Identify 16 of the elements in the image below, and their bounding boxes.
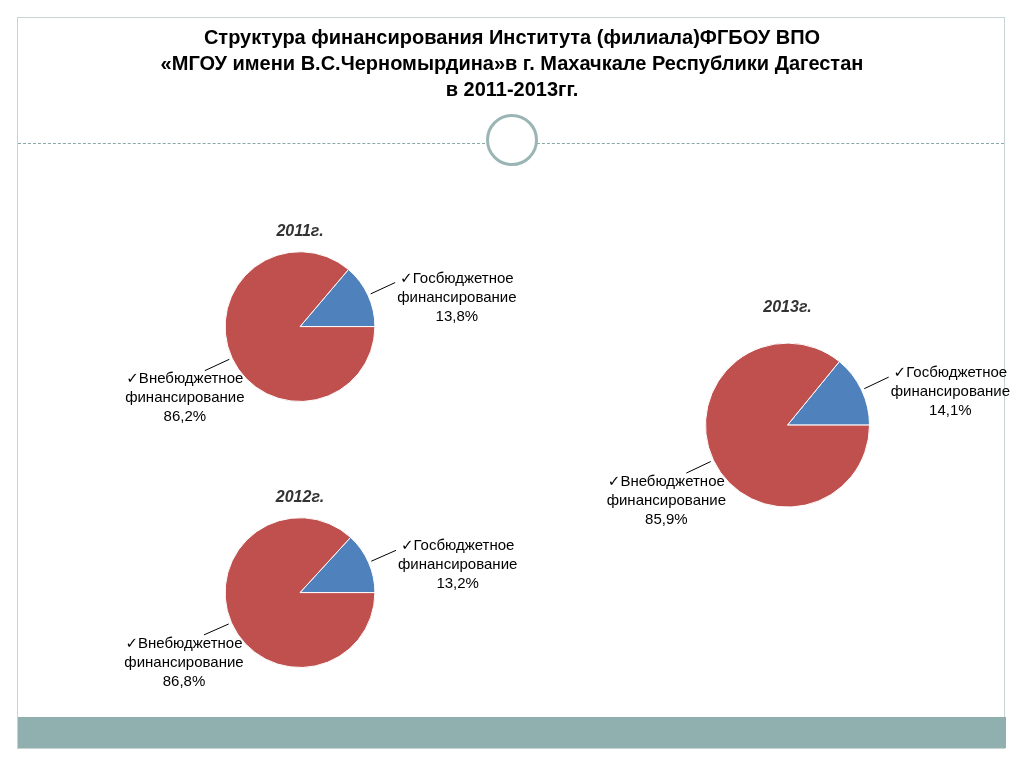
text: Структура финансирования Института (филиала)ФГБОУ ВПО «МГОУ имени В.С.Черномырдина»в г. Махачкале Республики Дагестан в 2011-2013гг. (159, 25, 865, 102)
data-label: 13,8% (435, 306, 479, 324)
data-label: 86,2% (163, 407, 207, 425)
chart-title: 2013г. (762, 298, 812, 316)
data-label: 13,2% (436, 574, 479, 592)
slice-label: ✓Внебюджетное финансирование (606, 471, 726, 508)
slice-label: ✓Госбюджетное финансирование (398, 536, 518, 573)
data-label: 86,8% (162, 671, 206, 689)
data-label: 85,9% (645, 509, 688, 527)
chart-title: 2012г. (274, 488, 325, 506)
slice-label: ✓Госбюджетное финансирование (890, 363, 1011, 400)
chart-title: 2011г. (275, 222, 324, 240)
slice-label: ✓Внебюджетное финансирование (124, 633, 244, 670)
data-label: 14,1% (929, 401, 972, 419)
slice-label: ✓Госбюджетное финансирование (397, 268, 517, 305)
slice-label: ✓Внебюджетное финансирование (125, 369, 245, 406)
